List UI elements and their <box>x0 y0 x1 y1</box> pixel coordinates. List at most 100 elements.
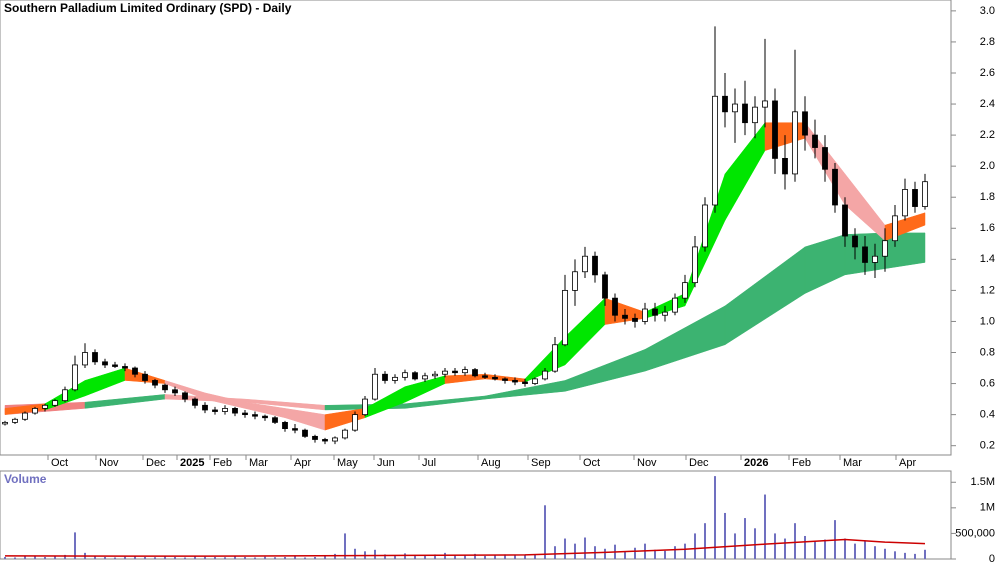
volume-title: Volume <box>4 472 47 486</box>
volume-bar <box>844 538 846 559</box>
volume-bar <box>824 539 826 559</box>
x-tick-label: Jun <box>377 457 395 469</box>
volume-bar <box>874 546 876 559</box>
y-tick-label: 0.8 <box>980 346 995 358</box>
volume-bar <box>544 505 546 559</box>
volume-bar <box>354 548 356 559</box>
candle-body <box>82 352 88 366</box>
candle-body <box>222 408 228 412</box>
volume-bar <box>64 554 66 559</box>
candle-body <box>742 103 748 124</box>
volume-bar <box>534 554 536 559</box>
x-tick-label: Mar <box>843 457 862 469</box>
candle-body <box>552 344 558 372</box>
y-tick-label: 1.0 <box>980 315 995 327</box>
x-tick-label: Dec <box>689 457 709 469</box>
volume-bar <box>54 556 56 559</box>
volume-tick-label: 1.5M <box>971 476 995 488</box>
candle-body <box>52 400 58 406</box>
volume-bar <box>564 538 566 559</box>
x-tick-label: Nov <box>99 457 119 469</box>
volume-bar <box>804 535 806 559</box>
candle-body <box>272 417 278 423</box>
y-tick-label: 1.4 <box>980 253 995 265</box>
candle-body <box>422 375 428 380</box>
volume-bar <box>694 533 696 559</box>
candle-body <box>662 311 668 316</box>
candle-body <box>442 370 448 375</box>
volume-bar <box>384 554 386 559</box>
x-tick-label: Mar <box>249 457 268 469</box>
volume-bar <box>674 546 676 559</box>
ribbon-segment <box>324 408 366 431</box>
candle-body <box>412 372 418 380</box>
y-tick-label: 1.8 <box>980 191 995 203</box>
volume-bar <box>134 556 136 559</box>
volume-bar <box>884 548 886 559</box>
candle-body <box>382 373 388 381</box>
volume-bar <box>584 537 586 559</box>
candle-body <box>752 106 758 124</box>
ribbon-segment <box>284 408 326 431</box>
volume-bar <box>34 555 36 559</box>
volume-bar <box>514 554 516 559</box>
volume-bar <box>104 556 106 559</box>
x-tick-label: Apr <box>294 457 311 469</box>
x-tick-label: Feb <box>792 457 811 469</box>
candle-body <box>852 235 858 248</box>
volume-bar <box>314 556 316 559</box>
candle-body <box>792 111 798 175</box>
volume-bar <box>764 494 766 559</box>
volume-bar <box>14 557 16 559</box>
volume-bar <box>94 556 96 559</box>
volume-bar <box>484 555 486 559</box>
volume-bar <box>904 552 906 559</box>
volume-bar <box>434 554 436 559</box>
volume-bar <box>44 556 46 559</box>
candle-body <box>352 414 358 431</box>
candle-body <box>722 95 728 113</box>
candle-body <box>502 378 508 381</box>
y-tick-label: 0.4 <box>980 409 995 421</box>
candle-body <box>282 421 288 430</box>
candle-body <box>692 246 698 284</box>
ribbon-segment <box>404 395 486 409</box>
candle-body <box>712 95 718 206</box>
candle-body <box>232 408 238 414</box>
volume-bar <box>754 528 756 559</box>
volume-tick-label: 1M <box>980 502 995 514</box>
volume-bar <box>654 549 656 559</box>
volume-bar <box>274 557 276 559</box>
volume-bar <box>504 554 506 559</box>
volume-bar <box>234 556 236 559</box>
volume-bar <box>124 556 126 559</box>
volume-bar <box>744 518 746 559</box>
x-tick-label: Feb <box>213 457 232 469</box>
ribbon-segment <box>84 394 166 409</box>
volume-bar <box>304 557 306 559</box>
y-tick-label: 1.2 <box>980 284 995 296</box>
candle-body <box>292 428 298 431</box>
candle-body <box>92 352 98 363</box>
y-tick-label: 2.6 <box>980 67 995 79</box>
candle-body <box>872 255 878 263</box>
candle-body <box>622 314 628 319</box>
volume-bar <box>224 557 226 559</box>
volume-bar <box>414 554 416 559</box>
candle-body <box>132 367 138 375</box>
candle-body <box>702 204 708 248</box>
candle-body <box>172 389 178 394</box>
volume-bar <box>144 556 146 559</box>
candle-body <box>732 103 738 113</box>
ribbon-segment <box>564 349 646 392</box>
candle-body <box>182 392 188 400</box>
ribbon-segment <box>564 297 606 366</box>
candle-body <box>312 435 318 440</box>
volume-bar <box>794 523 796 559</box>
volume-bar <box>704 523 706 559</box>
ribbon-segment <box>804 234 846 294</box>
volume-bar <box>574 543 576 559</box>
x-tick-label: Aug <box>481 457 501 469</box>
candle-body <box>242 412 248 416</box>
